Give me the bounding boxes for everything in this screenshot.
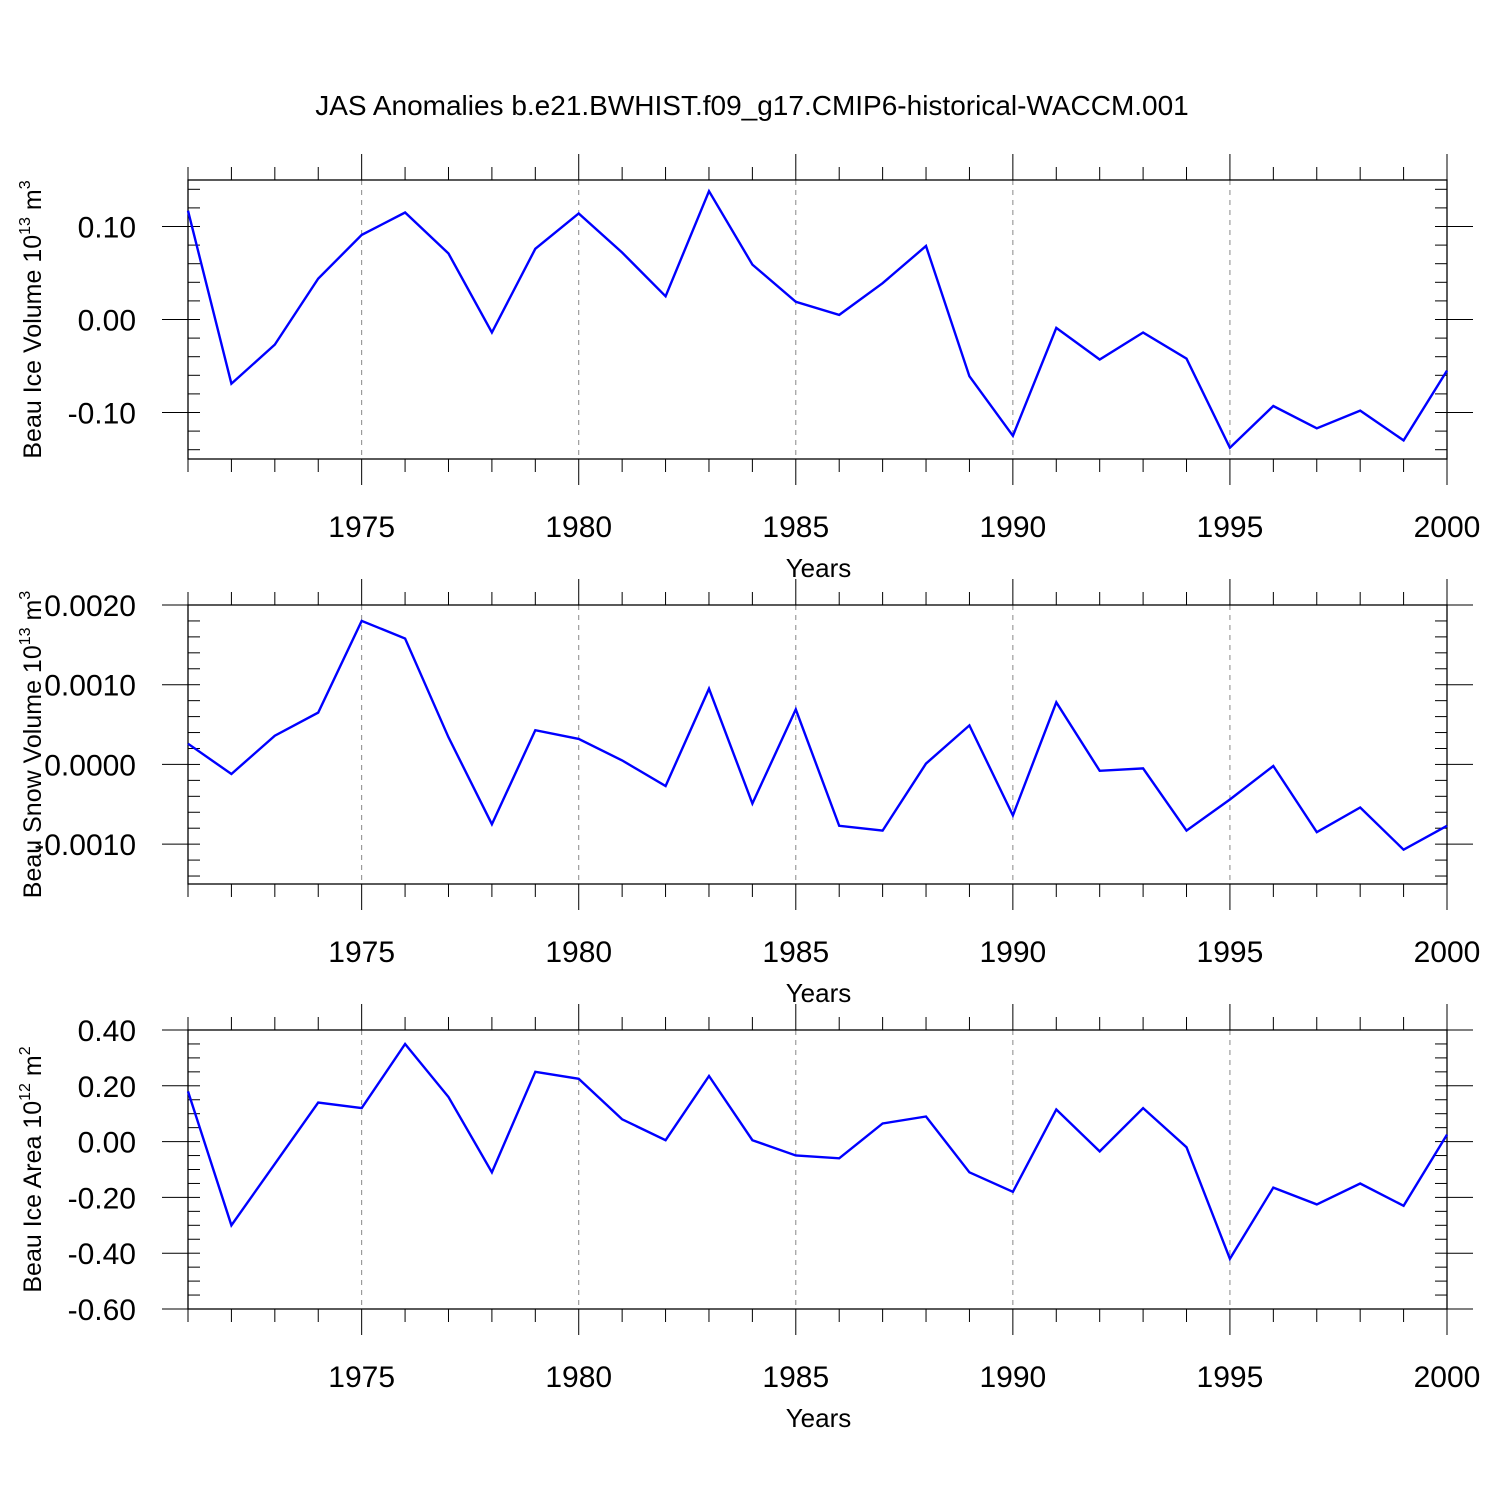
x-axis-label: Years bbox=[786, 978, 852, 1008]
y-tick-label: -0.0010 bbox=[34, 829, 136, 862]
plot-frame bbox=[187, 179, 1448, 460]
y-tick-label: 0.0000 bbox=[44, 749, 136, 782]
y-axis-label: Beau Ice Volume 1013 m3 bbox=[17, 180, 47, 458]
y-tick-label: 0.0010 bbox=[44, 670, 136, 703]
x-tick-label: 1995 bbox=[1197, 1361, 1264, 1394]
series-line bbox=[186, 188, 1449, 450]
x-tick-label: 1990 bbox=[979, 511, 1046, 544]
x-tick-label: 1990 bbox=[979, 1361, 1046, 1394]
y-tick-label: 0.10 bbox=[78, 212, 136, 245]
x-tick-label: 1985 bbox=[762, 936, 829, 969]
x-axis-label: Years bbox=[786, 553, 852, 583]
plot-frame bbox=[187, 1029, 1448, 1310]
y-tick-label: 0.0020 bbox=[44, 590, 136, 623]
x-tick-label: 1990 bbox=[979, 936, 1046, 969]
x-tick-label: 1995 bbox=[1197, 511, 1264, 544]
chart-panel-1: -0.10 0.00 0.10 1975 1980 1985 1990 1995 2000 Yea… bbox=[17, 154, 1480, 583]
x-tick-label: 2000 bbox=[1414, 936, 1481, 969]
y-tick-label: 0.40 bbox=[78, 1015, 136, 1048]
y-tick-label: 0.20 bbox=[78, 1071, 136, 1104]
x-tick-label: 1985 bbox=[762, 1361, 829, 1394]
series-line bbox=[186, 1041, 1449, 1262]
chart-panel-2: -0.0010 0.0000 0.0010 0.0020 1975 1980 1985 199… bbox=[17, 579, 1480, 1008]
y-tick-label: 0.00 bbox=[78, 305, 136, 338]
x-tick-label: 2000 bbox=[1414, 1361, 1481, 1394]
y-axis-label: Beau Snow Volume 1013 m3 bbox=[17, 591, 47, 899]
plot-frame bbox=[187, 604, 1448, 885]
x-tick-label: 1975 bbox=[328, 511, 395, 544]
chart-panel-3: -0.60 -0.40 -0.20 0.00 0.20 0.40 1975 1980 1985 1… bbox=[17, 1004, 1480, 1433]
series-line bbox=[187, 619, 1448, 852]
x-axis-label: Years bbox=[786, 1403, 852, 1433]
x-tick-label: 2000 bbox=[1414, 511, 1481, 544]
y-tick-label: -0.20 bbox=[68, 1182, 136, 1215]
y-tick-label: -0.10 bbox=[68, 398, 136, 431]
x-tick-label: 1975 bbox=[328, 936, 395, 969]
x-tick-label: 1995 bbox=[1197, 936, 1264, 969]
x-tick-label: 1985 bbox=[762, 511, 829, 544]
panels: -0.10 0.00 0.10 1975 1980 1985 1990 1995 2000 Yea… bbox=[17, 154, 1480, 1433]
x-tick-label: 1980 bbox=[545, 511, 612, 544]
x-tick-label: 1980 bbox=[545, 1361, 612, 1394]
figure-title: JAS Anomalies b.e21.BWHIST.f09_g17.CMIP6… bbox=[315, 90, 1189, 121]
x-tick-label: 1980 bbox=[545, 936, 612, 969]
x-tick-label: 1975 bbox=[328, 1361, 395, 1394]
y-tick-label: 0.00 bbox=[78, 1127, 136, 1160]
y-tick-label: -0.60 bbox=[68, 1294, 136, 1327]
y-axis-label: Beau Ice Area 1012 m2 bbox=[17, 1046, 47, 1292]
y-tick-label: -0.40 bbox=[68, 1238, 136, 1271]
